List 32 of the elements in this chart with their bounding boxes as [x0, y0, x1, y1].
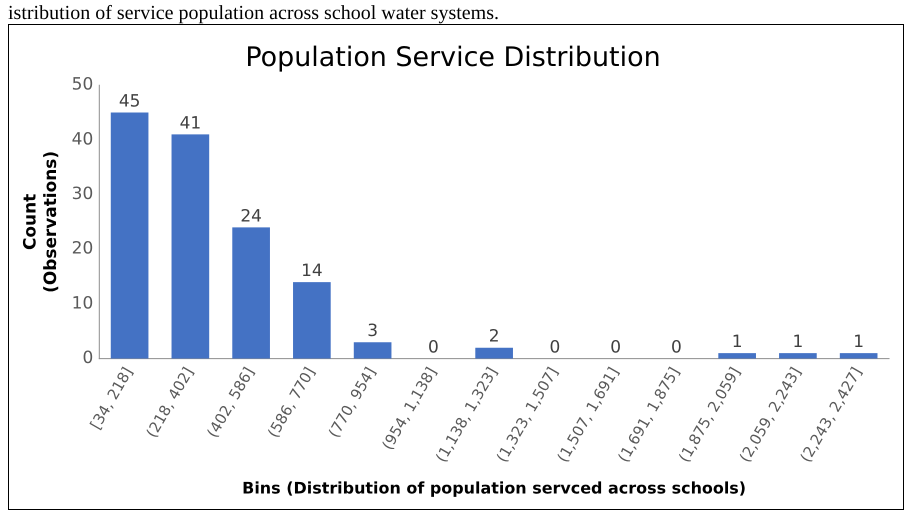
y-tick-label: 10: [72, 292, 94, 312]
data-label: 45: [118, 90, 140, 110]
x-axis-title: Bins (Distribution of population servced across schools): [242, 478, 746, 498]
data-label: 2: [488, 326, 500, 346]
bar: [172, 134, 210, 359]
data-label: 1: [792, 331, 804, 352]
text: istribution of service population across school water systems.: [8, 2, 500, 24]
bar: [293, 282, 331, 359]
y-tick-label: 20: [72, 238, 94, 258]
data-label: 1: [732, 331, 743, 352]
data-label: 0: [610, 336, 622, 357]
data-label: 3: [367, 320, 378, 340]
data-label: 0: [428, 336, 439, 357]
y-tick-label: 30: [72, 182, 94, 203]
y-tick-label: 40: [72, 128, 94, 148]
data-label: 0: [670, 336, 682, 357]
bar: [779, 353, 817, 359]
bar: [475, 348, 513, 359]
y-axis-title: Count (Observations): [20, 150, 60, 293]
data-label: 1: [853, 331, 864, 352]
bar: [354, 342, 392, 359]
bar: [232, 227, 270, 359]
chart-title: Population Service Distribution: [245, 42, 661, 74]
data-label: 41: [180, 112, 202, 132]
y-tick-label: 50: [72, 74, 94, 94]
data-label: 24: [240, 205, 262, 226]
data-label: 0: [549, 336, 560, 357]
bar: [110, 112, 148, 359]
bar: [840, 353, 878, 359]
bar: [718, 353, 756, 359]
data-label: 14: [301, 260, 323, 280]
y-tick-label: 0: [82, 347, 94, 368]
